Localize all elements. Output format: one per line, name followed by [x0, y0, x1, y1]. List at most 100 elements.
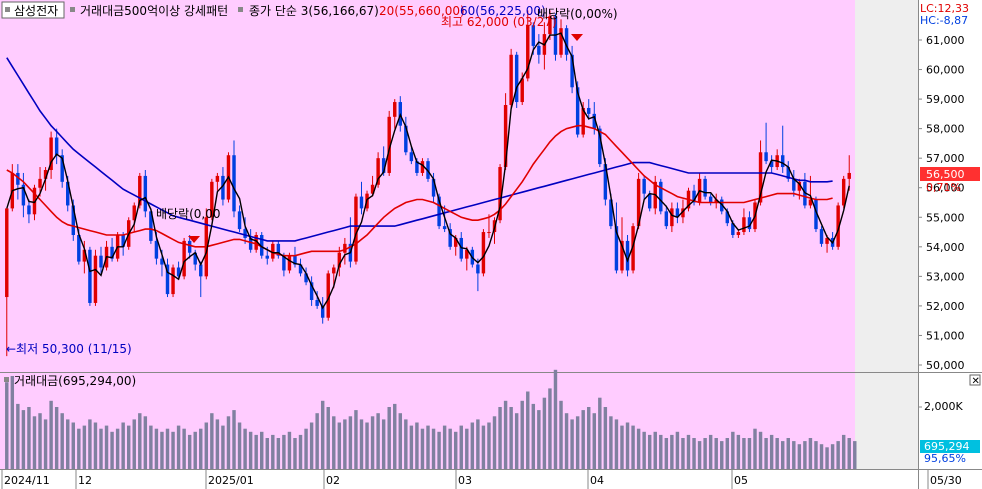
- volume-panel-close-button[interactable]: [969, 374, 981, 386]
- candle-body: [293, 255, 297, 265]
- volume-bar: [731, 431, 735, 469]
- volume-bar: [298, 434, 303, 469]
- candle-body: [332, 267, 336, 274]
- volume-bar: [115, 428, 120, 469]
- condition-marker: [70, 7, 75, 12]
- dividend-arrow-1: [188, 236, 200, 243]
- candle-body: [559, 28, 563, 55]
- candle-body: [625, 240, 630, 271]
- candle-body: [49, 137, 53, 170]
- volume-bar: [498, 407, 502, 469]
- volume-bars-group: [5, 369, 922, 469]
- volume-bar: [282, 434, 286, 469]
- volume-bar: [54, 407, 59, 469]
- candle-body: [636, 178, 641, 227]
- volume-bar: [82, 425, 87, 469]
- volume-bar: [642, 431, 646, 469]
- candle-body: [404, 125, 408, 153]
- volume-bar: [276, 438, 281, 469]
- volume-bar: [60, 413, 64, 469]
- candle-body: [797, 181, 802, 191]
- volume-bar: [531, 403, 536, 469]
- volume-bar: [503, 400, 508, 469]
- dividend-annotation-1: 배당락(0,00: [156, 207, 221, 221]
- volume-bar: [492, 416, 497, 469]
- candle-body: [520, 78, 524, 103]
- candle-body: [570, 54, 574, 88]
- candle-body: [176, 267, 181, 277]
- volume-bar: [32, 416, 37, 469]
- volume-bar: [121, 422, 125, 469]
- volume-bar: [559, 400, 563, 469]
- volume-bar: [720, 441, 724, 469]
- candle-body: [82, 249, 87, 262]
- volume-bar: [675, 431, 680, 469]
- condition-label: 거래대금500억이상 강세패턴: [80, 4, 228, 18]
- candle-body: [642, 178, 646, 194]
- candle-body: [814, 199, 818, 230]
- volume-bar: [16, 403, 20, 469]
- volume-bar: [764, 438, 768, 469]
- candle-body: [320, 305, 325, 318]
- candle-body: [210, 181, 214, 218]
- volume-bar: [226, 416, 231, 469]
- moving-averages-group: [6, 32, 850, 310]
- candle-body: [409, 152, 414, 162]
- candle-body: [182, 240, 186, 277]
- date-tick-label: 05: [734, 474, 748, 487]
- hc-label: HC:-8,87: [920, 14, 968, 27]
- candle-body: [548, 16, 552, 35]
- volume-bar: [609, 416, 613, 469]
- price-tick-label: 59,000: [926, 93, 965, 106]
- volume-bar: [176, 425, 181, 469]
- volume-bar: [526, 391, 530, 469]
- candle-body: [154, 240, 159, 259]
- volume-bar: [476, 419, 480, 469]
- volume-bar: [808, 438, 813, 469]
- price-tick-label: 61,000: [926, 34, 965, 47]
- candle-body: [32, 187, 37, 215]
- candle-body: [304, 273, 308, 283]
- volume-bar: [636, 428, 641, 469]
- volume-bar: [138, 413, 142, 469]
- candle-body: [370, 184, 375, 194]
- candle-body: [581, 107, 585, 135]
- candle-body: [681, 208, 685, 218]
- volume-bar: [359, 419, 364, 469]
- ma20-line: [6, 124, 833, 257]
- stock-name-box[interactable]: [1, 1, 65, 19]
- price-plot-tail: [855, 0, 918, 372]
- volume-bar: [564, 413, 569, 469]
- candle-body: [110, 246, 114, 259]
- volume-bar: [182, 428, 186, 469]
- date-tick-label: 02: [326, 474, 340, 487]
- volume-bar: [71, 422, 75, 469]
- volume-bar: [10, 376, 15, 469]
- price-tick-label: 53,000: [926, 270, 965, 283]
- volume-bar: [631, 425, 635, 469]
- candle-body: [221, 175, 225, 200]
- dividend-arrow-2: [571, 34, 583, 41]
- volume-bar: [537, 410, 541, 469]
- volume-bar: [598, 397, 602, 469]
- ma-marker: [238, 7, 243, 12]
- candle-body: [847, 172, 851, 179]
- stock-name[interactable]: 삼성전자: [14, 4, 58, 18]
- candle-body: [121, 235, 125, 247]
- candle-body: [43, 170, 48, 179]
- candle-body: [60, 155, 64, 182]
- change-pct: 0,71%: [926, 181, 961, 194]
- date-tick-label: 04: [590, 474, 604, 487]
- candle-body: [149, 211, 153, 241]
- volume-bar: [193, 431, 197, 469]
- candle-body: [531, 25, 536, 46]
- volume-bar: [88, 419, 92, 469]
- candles-group: [5, 10, 851, 357]
- volume-bar: [437, 431, 441, 469]
- candle-body: [88, 249, 92, 303]
- volume-bar: [304, 428, 308, 469]
- candle-body: [742, 217, 746, 233]
- ma60-line: [6, 57, 833, 242]
- candle-body: [714, 199, 718, 203]
- volume-bar: [769, 434, 774, 469]
